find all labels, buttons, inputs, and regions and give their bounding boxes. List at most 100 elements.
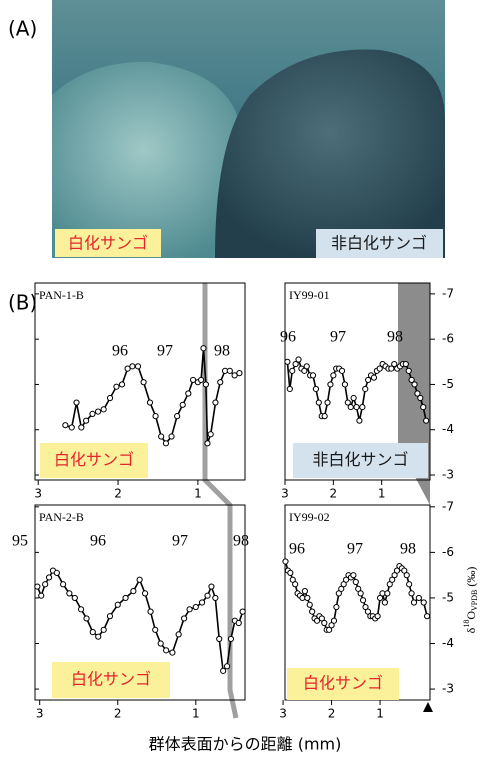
data-point — [213, 595, 218, 600]
data-point — [79, 425, 84, 430]
year-label: 98 — [214, 343, 230, 360]
year-label: 96 — [112, 343, 128, 360]
y-tick-label: -6 — [442, 332, 454, 346]
data-point — [293, 582, 298, 587]
data-point — [285, 359, 290, 364]
data-point — [424, 614, 429, 619]
data-point — [287, 386, 292, 391]
panel-title: IY99-02 — [289, 510, 330, 524]
y-tick-label: -7 — [442, 499, 454, 513]
data-point — [310, 373, 315, 378]
x-tick-label: 1 — [376, 707, 384, 721]
data-point — [236, 620, 241, 625]
data-point — [141, 380, 146, 385]
data-point — [237, 371, 242, 376]
x-axis-label: 群体表面からの距離 (mm) — [149, 735, 342, 754]
x-tick-label: 3 — [36, 707, 44, 721]
data-point — [147, 400, 152, 405]
data-point — [69, 425, 74, 430]
data-point — [205, 593, 210, 598]
data-point — [43, 582, 48, 587]
data-line — [65, 348, 239, 443]
data-point — [63, 423, 68, 428]
data-point — [351, 573, 356, 578]
data-point — [164, 648, 169, 653]
data-point — [334, 604, 339, 609]
data-point — [348, 404, 353, 409]
data-point — [421, 600, 426, 605]
data-point — [95, 409, 100, 414]
data-point — [322, 620, 327, 625]
data-point — [169, 434, 174, 439]
data-point — [283, 559, 288, 564]
tag-label: 白化サンゴ — [71, 670, 151, 689]
data-point — [288, 570, 293, 575]
data-point — [61, 582, 66, 587]
y-label-part: (‰) — [464, 567, 478, 587]
data-point — [307, 602, 312, 607]
data-point — [218, 380, 223, 385]
year-label: 96 — [90, 533, 106, 550]
data-point — [84, 616, 89, 621]
data-point — [198, 377, 203, 382]
photo-tag: 白化サンゴ — [68, 234, 148, 253]
data-point — [115, 602, 120, 607]
data-point — [217, 636, 222, 641]
data-point — [385, 591, 390, 596]
data-point — [353, 579, 358, 584]
data-point — [411, 600, 416, 605]
tag-label: 白化サンゴ — [54, 450, 134, 469]
panel-title: PAN-2-B — [39, 510, 84, 524]
data-point — [407, 582, 412, 587]
x-tick-label: 2 — [328, 707, 336, 721]
data-point — [416, 595, 421, 600]
data-point — [107, 395, 112, 400]
data-point — [227, 368, 232, 373]
data-point — [213, 400, 218, 405]
data-point — [228, 636, 233, 641]
x-tick-label: 3 — [281, 487, 289, 501]
y-tick-label: -6 — [442, 545, 454, 559]
data-point — [72, 595, 77, 600]
data-point — [224, 664, 229, 669]
data-point — [67, 591, 72, 596]
x-tick-label: 1 — [192, 707, 200, 721]
data-point — [199, 600, 204, 605]
data-point — [148, 609, 153, 614]
data-point — [331, 618, 336, 623]
data-point — [302, 589, 307, 594]
data-point — [331, 373, 336, 378]
data-point — [46, 575, 51, 580]
data-point — [325, 400, 330, 405]
data-point — [182, 616, 187, 621]
y-tick-label: -5 — [442, 377, 454, 391]
data-point — [310, 609, 315, 614]
figure: (A) (B) 白化サンゴ 非白化サンゴ 群体表面からの距離 (mm) δ18O… — [0, 0, 486, 761]
data-point — [360, 598, 365, 603]
data-point — [159, 434, 164, 439]
y-tick-label: -3 — [442, 682, 454, 696]
data-point — [354, 404, 359, 409]
y-tick-label: -3 — [442, 468, 454, 482]
tag-label: 白化サンゴ — [303, 674, 383, 693]
panel-title: IY99-01 — [289, 288, 330, 302]
data-point — [153, 414, 158, 419]
data-point — [404, 573, 409, 578]
data-point — [90, 630, 95, 635]
year-label: 97 — [330, 329, 346, 346]
data-point — [363, 386, 368, 391]
data-point — [342, 382, 347, 387]
data-point — [131, 589, 136, 594]
y-tick-label: -7 — [442, 286, 454, 300]
year-label: 98 — [387, 329, 403, 346]
data-point — [119, 382, 124, 387]
year-label: 98 — [400, 541, 416, 558]
year-label: 96 — [280, 329, 296, 346]
data-point — [176, 632, 181, 637]
data-point — [409, 591, 414, 596]
data-point — [114, 384, 119, 389]
data-point — [123, 595, 128, 600]
data-point — [175, 414, 180, 419]
data-point — [180, 402, 185, 407]
data-point — [101, 407, 106, 412]
